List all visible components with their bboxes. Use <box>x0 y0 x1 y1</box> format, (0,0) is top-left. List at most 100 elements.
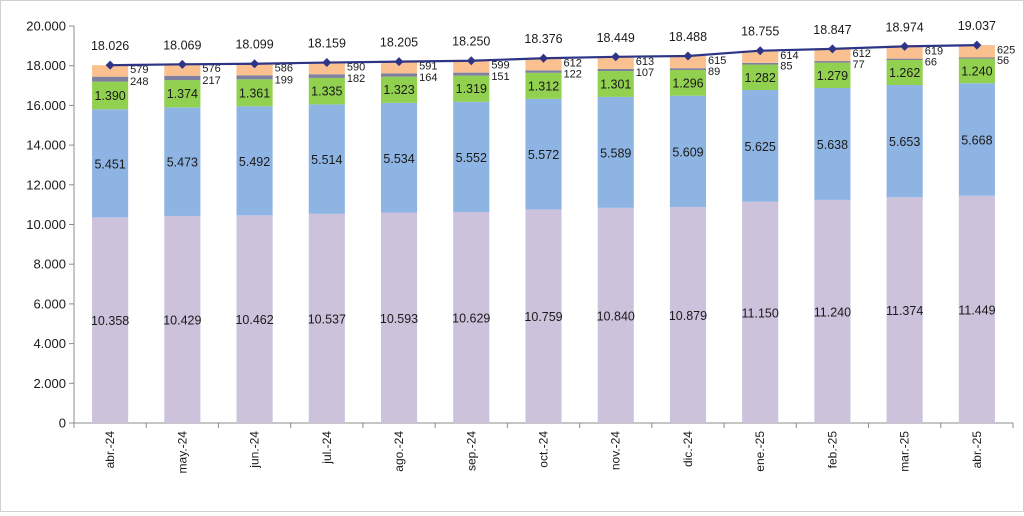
y-tick-label: 2.000 <box>33 376 66 391</box>
bar-segment <box>453 75 490 102</box>
x-tick-label: feb.-25 <box>825 431 839 469</box>
x-tick-label: dic.-24 <box>681 431 695 467</box>
bar-segment <box>597 56 634 69</box>
data-label: 612 <box>852 48 870 60</box>
data-label: 10.879 <box>669 309 707 323</box>
bar-segment <box>669 69 707 96</box>
bar-segment <box>380 102 418 213</box>
y-tick-label: 10.000 <box>26 217 66 232</box>
data-label: 1.262 <box>889 66 920 80</box>
bar-segment <box>597 96 634 208</box>
bar-segment <box>742 90 779 202</box>
data-label: 199 <box>275 74 293 86</box>
data-label: 613 <box>636 56 654 68</box>
data-label: 248 <box>130 76 148 88</box>
data-label: 10.537 <box>308 312 346 326</box>
data-label: 590 <box>347 61 365 73</box>
bar-segment <box>814 199 851 423</box>
data-label: 107 <box>636 67 654 79</box>
x-tick-label: ene.-25 <box>753 431 767 472</box>
bar-segment <box>742 64 779 91</box>
total-line: 18.026 18.069 18.099 18.159 18.205 18.250 18.3… <box>91 19 996 70</box>
data-label: 10.759 <box>524 310 562 324</box>
bar-segment <box>597 68 634 72</box>
total-label: 18.449 <box>597 31 635 45</box>
data-label: 164 <box>419 72 437 84</box>
total-marker <box>611 52 621 62</box>
bar-segment <box>525 72 562 99</box>
total-marker <box>900 41 910 51</box>
data-label: 5.653 <box>889 135 920 149</box>
total-label: 18.250 <box>452 35 490 49</box>
total-label: 18.488 <box>669 30 707 44</box>
total-label: 19.037 <box>958 19 996 33</box>
bar-segment <box>525 209 562 423</box>
total-marker <box>972 40 982 50</box>
bar-segment <box>958 45 995 58</box>
total-label: 18.755 <box>741 25 779 39</box>
total-marker <box>177 59 187 69</box>
data-label: 10.629 <box>452 312 490 326</box>
bar-segment <box>453 212 490 423</box>
bars <box>92 45 995 423</box>
y-tick-label: 8.000 <box>33 257 66 272</box>
total-marker <box>683 51 693 61</box>
bar-segment <box>886 59 923 86</box>
total-label: 18.376 <box>524 32 562 46</box>
data-label: 614 <box>780 50 798 62</box>
data-label: 122 <box>564 69 582 81</box>
total-marker <box>466 56 476 66</box>
bar-segment <box>453 101 490 213</box>
x-tick-label: abr.-24 <box>103 431 117 469</box>
data-label: 1.312 <box>528 79 559 93</box>
data-label: 11.374 <box>886 304 923 318</box>
x-tick-label: nov.-24 <box>609 431 623 470</box>
bar-segment <box>236 75 273 80</box>
data-label: 10.358 <box>91 314 129 328</box>
bar-segment <box>308 77 345 105</box>
data-label: 1.390 <box>94 89 125 103</box>
data-label: 77 <box>852 59 864 71</box>
data-label: 11.240 <box>814 305 851 319</box>
bar-segment <box>380 212 418 423</box>
data-label: 1.374 <box>167 87 198 101</box>
x-tick-label: sep.-24 <box>464 431 478 471</box>
total-marker <box>394 57 404 67</box>
data-label: 625 <box>997 44 1015 56</box>
bar-segment <box>886 58 923 60</box>
total-label: 18.159 <box>308 37 346 51</box>
data-label: 612 <box>564 57 582 69</box>
bar-segment <box>164 80 201 108</box>
data-label: 586 <box>275 63 293 75</box>
bar-segment <box>308 62 345 75</box>
x-tick-label: abr.-25 <box>970 431 984 469</box>
data-label: 85 <box>780 61 792 73</box>
bar-segment <box>814 87 851 200</box>
bar-segment <box>236 106 273 216</box>
data-label: 615 <box>708 55 726 67</box>
data-label: 591 <box>419 60 437 72</box>
bar-segment <box>742 62 779 65</box>
y-tick-label: 16.000 <box>26 98 66 113</box>
bar-segment <box>453 60 490 73</box>
data-label: 10.593 <box>380 312 418 326</box>
total-marker <box>539 53 548 63</box>
data-label: 1.361 <box>239 86 270 100</box>
bar-segment <box>597 207 634 423</box>
bar-segment <box>92 109 129 218</box>
data-label: 10.429 <box>163 313 201 327</box>
bar-segment <box>236 63 273 76</box>
data-label: 5.589 <box>600 146 631 160</box>
bar-segment <box>958 83 995 196</box>
y-tick-label: 20.000 <box>26 19 66 34</box>
bar-segment <box>236 215 273 423</box>
y-tick-label: 6.000 <box>33 296 66 311</box>
data-label: 5.451 <box>94 157 125 171</box>
bar-segment <box>525 98 562 210</box>
total-marker <box>827 44 837 54</box>
data-label: 5.492 <box>239 155 270 169</box>
data-label: 1.335 <box>311 85 342 99</box>
x-tick-label: jun.-24 <box>248 431 262 469</box>
data-label: 1.296 <box>672 76 703 90</box>
